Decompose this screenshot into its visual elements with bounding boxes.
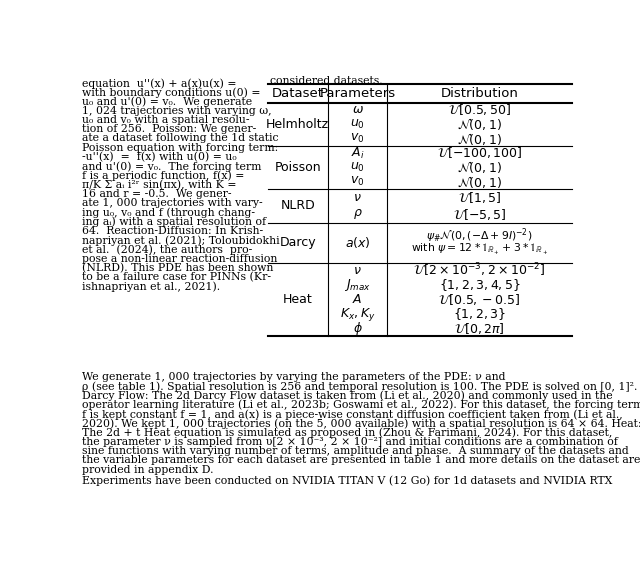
Text: $K_x, K_y$: $K_x, K_y$ xyxy=(340,305,375,322)
Text: $\mathcal{N}(0, 1)$: $\mathcal{N}(0, 1)$ xyxy=(457,159,502,175)
Text: $\nu$: $\nu$ xyxy=(353,264,362,277)
Text: $\mathcal{N}(0, 1)$: $\mathcal{N}(0, 1)$ xyxy=(457,116,502,132)
Text: $\mathcal{U}[-100, 100]$: $\mathcal{U}[-100, 100]$ xyxy=(437,145,522,161)
Text: considered datasets.: considered datasets. xyxy=(270,77,383,87)
Text: $A_i$: $A_i$ xyxy=(351,145,364,161)
Text: $J_{max}$: $J_{max}$ xyxy=(344,277,371,293)
Text: Distribution: Distribution xyxy=(441,87,518,100)
Text: ate a dataset following the 1d static: ate a dataset following the 1d static xyxy=(81,134,278,144)
Text: Darcy Flow: The 2d Darcy Flow dataset is taken from (Li et al., 2020) and common: Darcy Flow: The 2d Darcy Flow dataset is… xyxy=(81,391,612,401)
Text: $v_0$: $v_0$ xyxy=(350,132,365,145)
Text: with $\psi = 12 * \mathbb{1}_{\mathbb{R}_+} + 3 * \mathbb{1}_{\mathbb{R}_+}$: with $\psi = 12 * \mathbb{1}_{\mathbb{R}… xyxy=(412,242,548,257)
Text: Dataset: Dataset xyxy=(272,87,324,100)
Text: the variable parameters for each dataset are presented in table 1 and more detai: the variable parameters for each dataset… xyxy=(81,455,640,465)
Text: $\rho$: $\rho$ xyxy=(353,207,362,222)
Text: Heat: Heat xyxy=(283,293,312,306)
Text: $\{1, 2, 3\}$: $\{1, 2, 3\}$ xyxy=(453,306,506,322)
Text: Experiments have been conducted on NVIDIA TITAN V (12 Go) for 1d datasets and NV: Experiments have been conducted on NVIDI… xyxy=(81,475,612,486)
Text: $\mathcal{U}[-5, 5]$: $\mathcal{U}[-5, 5]$ xyxy=(453,207,506,222)
Text: tion of 256.  Poisson: We gener-: tion of 256. Poisson: We gener- xyxy=(81,124,256,134)
Text: Poisson equation with forcing term:: Poisson equation with forcing term: xyxy=(81,143,278,153)
Text: $\mathcal{N}(0, 1)$: $\mathcal{N}(0, 1)$ xyxy=(457,131,502,146)
Text: Helmholtz: Helmholtz xyxy=(266,118,329,131)
Text: et al.  (2024), the authors  pro-: et al. (2024), the authors pro- xyxy=(81,244,252,255)
Text: $v_0$: $v_0$ xyxy=(350,175,365,188)
Text: ishnapriyan et al., 2021).: ishnapriyan et al., 2021). xyxy=(81,281,220,292)
Text: 16 and r = -0.5.  We gener-: 16 and r = -0.5. We gener- xyxy=(81,189,231,199)
Text: π/K Σ aᵢ i²ʳ sin(πx), with K =: π/K Σ aᵢ i²ʳ sin(πx), with K = xyxy=(81,180,236,190)
Text: and u'(0) = v₀.  The forcing term: and u'(0) = v₀. The forcing term xyxy=(81,161,261,172)
Text: $\{1, 2, 3, 4, 5\}$: $\{1, 2, 3, 4, 5\}$ xyxy=(439,277,520,293)
Text: ing aᵢ) with a spatial resolution of: ing aᵢ) with a spatial resolution of xyxy=(81,217,266,227)
Text: NLRD: NLRD xyxy=(280,199,315,212)
Text: $\psi_\#\mathcal{N}(0, (-\Delta + 9I)^{-2})$: $\psi_\#\mathcal{N}(0, (-\Delta + 9I)^{-… xyxy=(426,227,533,245)
Text: sine functions with varying number of terms, amplitude and phase.  A summary of : sine functions with varying number of te… xyxy=(81,446,628,456)
Text: We generate 1, 000 trajectories by varying the parameters of the PDE: ν and: We generate 1, 000 trajectories by varyi… xyxy=(81,372,505,382)
Text: -u''(x)  =  f(x) with u(0) = u₀: -u''(x) = f(x) with u(0) = u₀ xyxy=(81,152,236,162)
Text: $a(x)$: $a(x)$ xyxy=(345,236,371,250)
Text: ing u₀, v₀ and f (through chang-: ing u₀, v₀ and f (through chang- xyxy=(81,207,255,218)
Text: $\mathcal{U}[2\times 10^{-3}, 2\times 10^{-2}]$: $\mathcal{U}[2\times 10^{-3}, 2\times 10… xyxy=(413,261,546,279)
Text: $\mathcal{U}[0.5, 50]$: $\mathcal{U}[0.5, 50]$ xyxy=(448,103,511,117)
Text: 2020). We kept 1, 000 trajectories (on the 5, 000 available) with a spatial reso: 2020). We kept 1, 000 trajectories (on t… xyxy=(81,418,640,429)
Text: $\mathcal{U}[0, 2\pi]$: $\mathcal{U}[0, 2\pi]$ xyxy=(454,321,505,336)
Text: u₀ and v₀ with a spatial resolu-: u₀ and v₀ with a spatial resolu- xyxy=(81,115,249,125)
Text: $\omega$: $\omega$ xyxy=(351,103,364,117)
Text: $u_0$: $u_0$ xyxy=(350,161,365,174)
Text: $\phi$: $\phi$ xyxy=(353,320,362,337)
Text: provided in appendix D.: provided in appendix D. xyxy=(81,465,213,475)
Text: $A$: $A$ xyxy=(353,293,363,306)
Text: Parameters: Parameters xyxy=(319,87,396,100)
Text: ρ (see table 1). Spatial resolution is 256 and temporal resolution is 100. The P: ρ (see table 1). Spatial resolution is 2… xyxy=(81,381,637,392)
Text: $\mathcal{U}[1, 5]$: $\mathcal{U}[1, 5]$ xyxy=(458,190,501,205)
Text: The 2d + t Heat equation is simulated as proposed in (Zhou & Farimani, 2024). Fo: The 2d + t Heat equation is simulated as… xyxy=(81,428,612,438)
Text: pose a non-linear reaction-diffusion: pose a non-linear reaction-diffusion xyxy=(81,254,277,264)
Text: equation  u''(x) + a(x)u(x) =: equation u''(x) + a(x)u(x) = xyxy=(81,78,236,88)
Text: $\nu$: $\nu$ xyxy=(353,191,362,204)
Text: $u_0$: $u_0$ xyxy=(350,118,365,131)
Text: f is kept constant f = 1, and a(x) is a piece-wise constant diffusion coefficien: f is kept constant f = 1, and a(x) is a … xyxy=(81,409,622,420)
Text: f is a periodic function, f(x) =: f is a periodic function, f(x) = xyxy=(81,171,244,181)
Text: the parameter ν is sampled from υ[2 × 10⁻³, 2 × 10⁻²] and initial conditions are: the parameter ν is sampled from υ[2 × 10… xyxy=(81,437,618,447)
Text: to be a failure case for PINNs (Kr-: to be a failure case for PINNs (Kr- xyxy=(81,272,271,282)
Text: with boundary conditions u(0) =: with boundary conditions u(0) = xyxy=(81,87,260,98)
Text: (NLRD). This PDE has been shown: (NLRD). This PDE has been shown xyxy=(81,263,273,273)
Text: Darcy: Darcy xyxy=(280,236,316,249)
Text: u₀ and u'(0) = v₀.  We generate: u₀ and u'(0) = v₀. We generate xyxy=(81,97,252,107)
Text: $\mathcal{U}[0.5, -0.5]$: $\mathcal{U}[0.5, -0.5]$ xyxy=(438,292,521,307)
Text: ate 1, 000 trajectories with vary-: ate 1, 000 trajectories with vary- xyxy=(81,198,262,208)
Text: $\mathcal{N}(0, 1)$: $\mathcal{N}(0, 1)$ xyxy=(457,173,502,190)
Text: operator learning literature (Li et al., 2023b; Goswami et al., 2022). For this : operator learning literature (Li et al.,… xyxy=(81,400,640,410)
Text: 64.  Reaction-Diffusion: In Krish-: 64. Reaction-Diffusion: In Krish- xyxy=(81,226,262,236)
Text: napriyan et al. (2021); Toloubidokhi: napriyan et al. (2021); Toloubidokhi xyxy=(81,235,279,246)
Text: 1, 024 trajectories with varying ω,: 1, 024 trajectories with varying ω, xyxy=(81,105,271,116)
Text: Poisson: Poisson xyxy=(275,161,321,174)
